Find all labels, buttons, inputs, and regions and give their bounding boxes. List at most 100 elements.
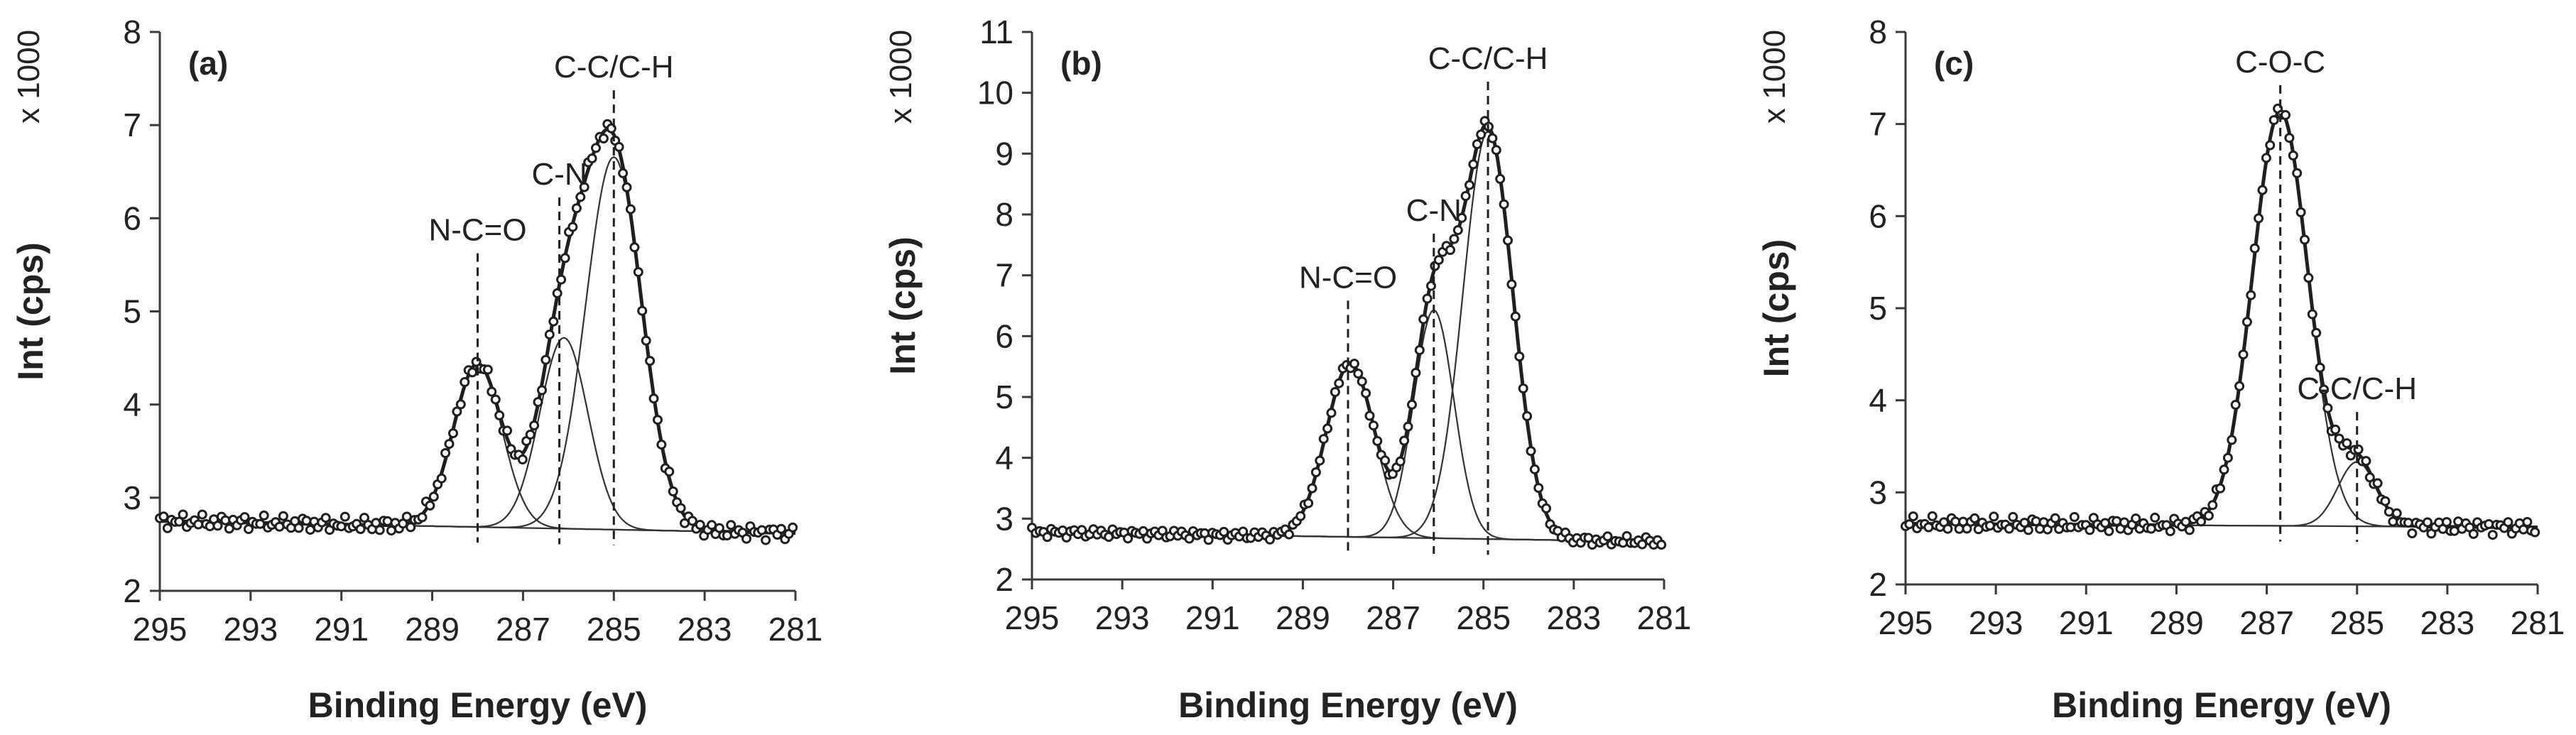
data-point (2407, 528, 2418, 538)
x-tick-label: 293 (1969, 604, 2023, 641)
data-point (726, 520, 737, 530)
y-axis-title: Int (cps) (883, 236, 923, 374)
data-point (490, 394, 501, 405)
data-point (197, 509, 207, 520)
data-point (1334, 378, 1344, 388)
data-point (2069, 512, 2080, 522)
data-point (1219, 526, 1229, 537)
data-point (1184, 533, 1195, 544)
data-point (2215, 483, 2226, 494)
y-scale-label: x 1000 (11, 30, 46, 124)
data-point (374, 525, 385, 535)
data-point (1422, 293, 1433, 304)
data-point (560, 253, 570, 263)
data-point (1399, 435, 1410, 446)
data-point (2484, 519, 2494, 529)
data-point (382, 516, 393, 526)
data-point (1445, 245, 1455, 255)
x-tick-label: 281 (1637, 599, 1692, 636)
data-point (1303, 498, 1314, 508)
data-point (525, 430, 536, 440)
y-tick-label: 3 (995, 500, 1013, 537)
data-point (1464, 180, 1474, 190)
data-point (1310, 467, 1321, 477)
data-point (1265, 534, 1275, 545)
data-point (556, 274, 567, 285)
data-point (355, 524, 366, 535)
data-point (1284, 529, 1294, 540)
data-point (2307, 309, 2317, 320)
x-tick-label: 289 (1276, 599, 1330, 636)
data-point (2353, 444, 2364, 454)
peak-label-c-o-c: C-O-C (2235, 45, 2325, 80)
data-point (2261, 153, 2271, 163)
y-tick-label: 10 (977, 75, 1013, 111)
data-point (645, 356, 656, 366)
data-point (1123, 533, 1134, 544)
data-point (529, 420, 540, 431)
data-point (305, 525, 315, 535)
data-point (567, 222, 578, 232)
data-point (653, 415, 663, 425)
y-axis-title: Int (cps) (1756, 239, 1796, 377)
data-point (1522, 411, 1533, 421)
data-point (598, 134, 609, 143)
data-point (2131, 513, 2141, 524)
data-point (1656, 540, 1667, 550)
data-point (460, 377, 470, 387)
data-point (2281, 110, 2290, 120)
data-point (1503, 235, 1513, 246)
x-tick-label: 283 (2420, 604, 2474, 641)
data-point (722, 530, 732, 540)
x-tick-label: 295 (1005, 599, 1060, 636)
data-point (1380, 455, 1391, 466)
data-point (1491, 145, 1501, 156)
data-point (1541, 503, 1552, 513)
data-point (336, 521, 347, 532)
x-tick-label: 291 (2059, 604, 2114, 641)
data-point (452, 406, 462, 417)
y-scale-label: x 1000 (884, 30, 918, 124)
data-point (544, 330, 555, 340)
data-point (428, 491, 439, 502)
data-point (648, 393, 659, 404)
data-point (637, 305, 648, 316)
data-point (741, 533, 751, 544)
data-point (2008, 511, 2018, 522)
y-tick-label: 4 (995, 440, 1013, 477)
y-tick-label: 7 (995, 257, 1013, 294)
data-point (244, 524, 254, 535)
x-tick-label: 291 (314, 611, 369, 648)
data-point (339, 511, 350, 522)
data-point (614, 141, 624, 152)
data-point (1499, 199, 1509, 209)
x-tick-label: 287 (1366, 599, 1420, 636)
x-tick-label: 285 (1456, 599, 1511, 636)
data-point (664, 467, 675, 477)
data-point (2319, 384, 2329, 395)
data-point (2311, 327, 2322, 338)
data-point (2391, 508, 2402, 518)
x-tick-label: 287 (2239, 604, 2294, 641)
y-tick-label: 5 (1869, 290, 1887, 327)
data-point (2203, 511, 2214, 521)
data-point (579, 182, 589, 192)
data-point (401, 511, 412, 522)
data-point (1330, 387, 1340, 397)
peak-label-c-c-c-h: C-C/C-H (2297, 371, 2417, 406)
data-point (1449, 234, 1460, 244)
data-point (2422, 517, 2433, 528)
panel-label: (a) (188, 45, 228, 82)
data-point (2050, 513, 2060, 523)
chart-panel-b: 2 3 4 5 6 7 8 9 10 11 295 293 291 289 287 285 283 281 Int … (883, 13, 1691, 725)
data-point (1637, 539, 1648, 550)
y-tick-label: 8 (1869, 13, 1887, 50)
data-point (417, 512, 428, 523)
y-tick-label: 2 (995, 561, 1013, 598)
data-point (1514, 352, 1525, 361)
data-point (2246, 290, 2256, 300)
y-tick-label: 8 (995, 196, 1013, 233)
data-point (2238, 349, 2249, 360)
y-tick-label: 7 (1869, 106, 1887, 143)
